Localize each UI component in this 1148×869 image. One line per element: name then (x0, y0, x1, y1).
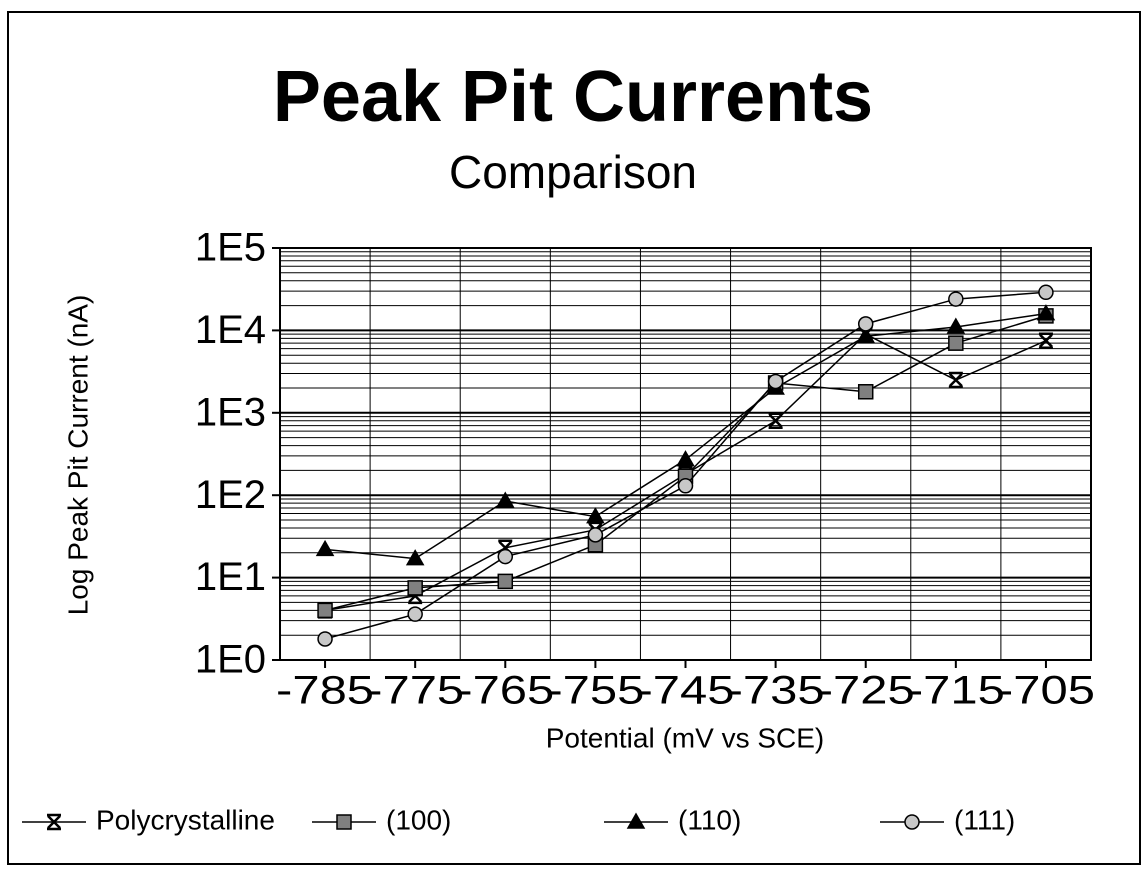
marker (948, 371, 963, 389)
x-tick-label: -745 (637, 669, 735, 713)
marker (407, 606, 423, 622)
marker (856, 326, 876, 343)
marker (1038, 284, 1054, 301)
marker (948, 335, 964, 351)
y-tick-label: 1E4 (195, 308, 266, 352)
x-tick-label: -785 (276, 669, 374, 713)
marker (586, 507, 605, 524)
marker (676, 450, 695, 467)
marker (626, 812, 646, 829)
marker (497, 548, 514, 565)
legend-item: (110) (604, 804, 741, 835)
legend-label: (100) (386, 804, 451, 835)
marker (677, 478, 694, 494)
marker (336, 814, 352, 830)
chart-title: Peak Pit Currents (273, 57, 873, 137)
x-axis-label: Potential (mV vs SCE) (546, 722, 825, 753)
marker (1036, 304, 1056, 321)
chart-subtitle: Comparison (449, 146, 697, 198)
marker (904, 814, 920, 830)
marker (857, 316, 874, 332)
marker (317, 631, 333, 647)
series-line (324, 312, 1047, 560)
marker (317, 602, 333, 619)
y-tick-label: 1E2 (195, 473, 266, 517)
marker (405, 549, 425, 566)
marker (1038, 332, 1053, 349)
y-tick-label: 1E5 (195, 226, 266, 270)
marker (587, 527, 604, 543)
marker (946, 317, 966, 334)
legend-label: (111) (954, 804, 1015, 835)
x-tick-label: -775 (366, 669, 464, 713)
marker (407, 580, 423, 596)
marker (767, 373, 784, 390)
legend-label: Polycrystalline (96, 804, 275, 835)
legend-item: (111) (880, 804, 1015, 835)
marker (315, 539, 335, 557)
x-tick-label: -735 (727, 669, 825, 713)
marker (47, 813, 61, 831)
legend-item: Polycrystalline (22, 804, 275, 835)
marker (857, 384, 874, 400)
legend-label: (110) (678, 804, 741, 835)
y-tick-label: 1E1 (195, 555, 266, 599)
marker (497, 573, 514, 590)
x-tick-label: -765 (456, 669, 554, 713)
y-tick-label: 1E0 (195, 638, 266, 682)
marker (948, 291, 964, 307)
marker (768, 412, 783, 430)
x-tick-label: -725 (817, 669, 915, 713)
x-tick-label: -715 (907, 669, 1005, 713)
frame (7, 11, 1141, 865)
plot-border (279, 247, 1092, 661)
legend-item: (100) (312, 804, 451, 835)
x-tick-label: -755 (546, 669, 644, 713)
y-tick-label: 1E3 (195, 390, 266, 434)
y-axis-label: Log Peak Pit Current (nA) (62, 295, 93, 616)
marker (495, 491, 515, 508)
x-tick-label: -705 (997, 669, 1095, 713)
